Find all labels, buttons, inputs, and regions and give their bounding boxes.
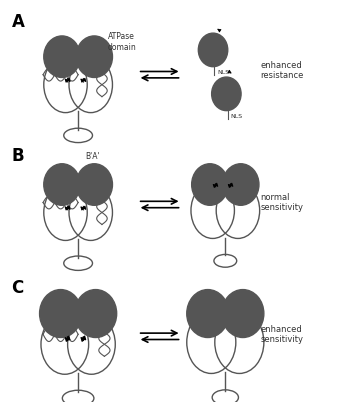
Text: A: A bbox=[11, 13, 25, 31]
Circle shape bbox=[222, 290, 264, 337]
Text: ATPase
domain: ATPase domain bbox=[108, 32, 137, 51]
Text: NLS: NLS bbox=[231, 114, 243, 119]
Text: enhanced
resistance: enhanced resistance bbox=[260, 61, 304, 80]
Circle shape bbox=[192, 164, 228, 205]
Circle shape bbox=[187, 290, 229, 337]
Circle shape bbox=[40, 290, 82, 337]
Text: B: B bbox=[11, 147, 24, 164]
Circle shape bbox=[75, 290, 117, 337]
Circle shape bbox=[222, 164, 259, 205]
Text: B'A': B'A' bbox=[85, 152, 100, 161]
Text: normal
sensitivity: normal sensitivity bbox=[260, 193, 303, 212]
Circle shape bbox=[76, 36, 112, 77]
Circle shape bbox=[198, 33, 228, 67]
Circle shape bbox=[76, 164, 112, 205]
Circle shape bbox=[212, 77, 241, 111]
Text: NLS: NLS bbox=[217, 70, 229, 75]
Circle shape bbox=[44, 164, 80, 205]
Text: C: C bbox=[11, 279, 24, 297]
Text: enhanced
sensitivity: enhanced sensitivity bbox=[260, 325, 303, 344]
Circle shape bbox=[44, 36, 80, 77]
